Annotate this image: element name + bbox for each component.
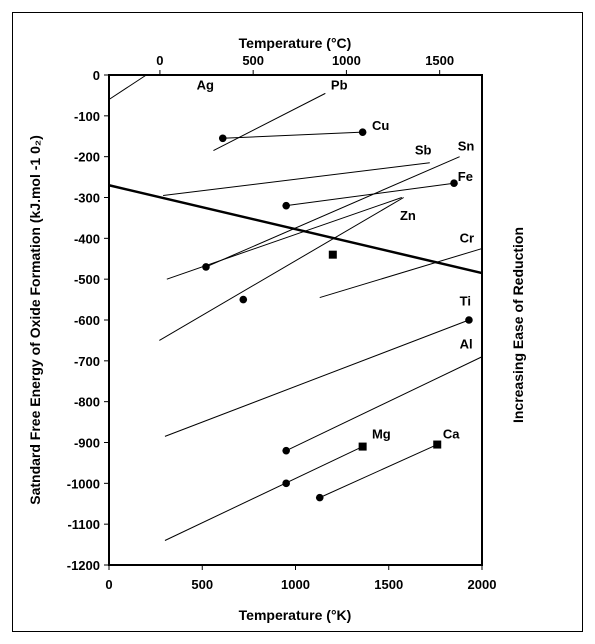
series-label-cu: Cu (372, 118, 389, 133)
y-tick-label: -1000 (67, 476, 100, 491)
series-line-c (109, 185, 482, 273)
series-label-zn: Zn (400, 208, 416, 223)
x-tick-label: 0 (105, 577, 112, 592)
marker-square (329, 251, 337, 259)
y-tick-label: -300 (74, 191, 100, 206)
y-axis-title: Satndard Free Energy of Oxide Formation … (27, 135, 43, 505)
x-axis-title: Temperature (°K) (239, 607, 352, 623)
x-tick-labels-bottom: 0 500 1000 1500 2000 (105, 565, 496, 592)
series-line-sb (163, 163, 430, 196)
marker-circle (450, 179, 458, 187)
marker-circle (465, 316, 473, 324)
y-tick-label: -500 (74, 272, 100, 287)
marker-circle (202, 263, 210, 271)
x-tick-label: 1500 (374, 577, 403, 592)
series-label-ti: Ti (460, 294, 471, 309)
y-tick-label: -900 (74, 436, 100, 451)
y-tick-label: -200 (74, 150, 100, 165)
x-tick-label: 2000 (468, 577, 497, 592)
x2-tick-label: 1500 (425, 53, 454, 68)
series-line-pb (213, 93, 325, 150)
x2-tick-label: 500 (242, 53, 264, 68)
series-line-ca (320, 445, 437, 498)
y-tick-label: -1200 (67, 558, 100, 573)
series-label-pb: Pb (331, 77, 348, 92)
x2-tick-label: 0 (156, 53, 163, 68)
y-tick-label: -100 (74, 109, 100, 124)
marker-square (359, 443, 367, 451)
series-line-cr (320, 249, 482, 298)
x-tick-label: 500 (191, 577, 213, 592)
y-tick-label: -600 (74, 313, 100, 328)
marker-circle (219, 134, 227, 142)
series-line-ti (165, 320, 469, 436)
series-line-mg (165, 447, 363, 541)
marker-circle (282, 202, 290, 210)
right-axis-title: Increasing Ease of Reduction (510, 227, 526, 423)
series-label-fe: Fe (458, 169, 473, 184)
y-tick-label: 0 (93, 68, 100, 83)
x2-tick-label: 1000 (332, 53, 361, 68)
marker-square (433, 441, 441, 449)
y-tick-label: -700 (74, 354, 100, 369)
x-tick-labels-top: 0 500 1000 1500 (156, 53, 454, 75)
series-label-sn: Sn (458, 139, 475, 154)
series-labels: Ag Pb Cu Sb Sn Fe Zn Cr Ti Al Mg Ca (197, 77, 475, 441)
series-label-ca: Ca (443, 426, 460, 441)
series-label-ag: Ag (197, 77, 214, 92)
marker-circle (282, 480, 290, 488)
y-tick-label: -1100 (67, 517, 100, 532)
series-label-sb: Sb (415, 143, 432, 158)
series-line-fe (286, 183, 454, 205)
marker-circle (316, 494, 324, 502)
series-label-cr: Cr (460, 230, 474, 245)
series-markers (202, 128, 473, 501)
x-tick-label: 1000 (281, 577, 310, 592)
series-line-sn (206, 157, 460, 267)
marker-circle (359, 128, 367, 136)
y-tick-labels: 0 -100 -200 -300 -400 -500 -600 -700 -800 -900 -10… (67, 68, 109, 573)
x2-axis-title: Temperature (°C) (239, 35, 352, 51)
series-label-al: Al (460, 337, 473, 352)
y-tick-label: -800 (74, 395, 100, 410)
marker-circle (282, 447, 290, 455)
marker-circle (239, 296, 247, 304)
series-label-mg: Mg (372, 426, 391, 441)
series-line-ag (109, 75, 146, 100)
y-tick-label: -400 (74, 231, 100, 246)
